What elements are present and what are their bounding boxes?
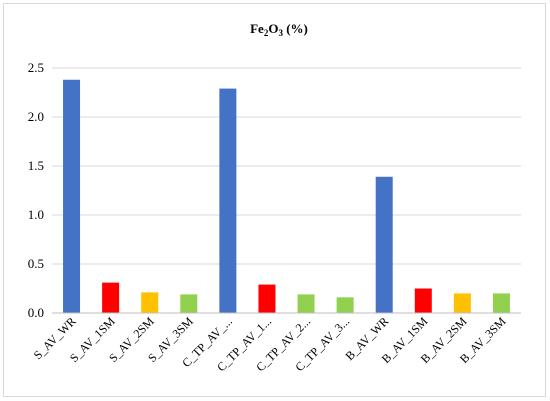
- bar: [258, 284, 276, 313]
- chart-title-pre: Fe: [250, 21, 264, 36]
- bar: [453, 293, 471, 313]
- y-tick-label: 1.5: [28, 158, 44, 173]
- y-tick-label: 1.0: [28, 207, 44, 222]
- bar: [336, 297, 354, 313]
- bar: [375, 176, 393, 313]
- gridlines: [52, 67, 521, 265]
- bar: [180, 294, 198, 313]
- chart-title-post: (%): [283, 21, 308, 36]
- x-tick-labels: S_AV_WRS_AV_1SMS_AV_2SMS_AV_3SMC_TP_AV_.…: [31, 314, 509, 374]
- y-tick-label: 2.0: [28, 109, 44, 124]
- chart-title-sub2: 3: [278, 28, 283, 38]
- y-tick-label: 2.5: [28, 60, 44, 75]
- y-tick-labels: 0.0 0.5 1.0 1.5 2.0 2.5: [28, 60, 44, 320]
- bar: [63, 79, 81, 313]
- bar: [102, 282, 120, 313]
- bar: [297, 294, 315, 313]
- bars: [63, 79, 510, 313]
- bar: [414, 288, 432, 313]
- chart-title: Fe2O3 (%): [250, 21, 308, 38]
- bar: [141, 292, 159, 313]
- bar: [492, 293, 510, 313]
- chart-title-mid: O: [268, 21, 278, 36]
- bar: [219, 88, 237, 313]
- chart-frame: [3, 3, 546, 397]
- y-tick-label: 0.0: [28, 305, 44, 320]
- y-tick-label: 0.5: [28, 256, 44, 271]
- chart-title-sub1: 2: [264, 28, 269, 38]
